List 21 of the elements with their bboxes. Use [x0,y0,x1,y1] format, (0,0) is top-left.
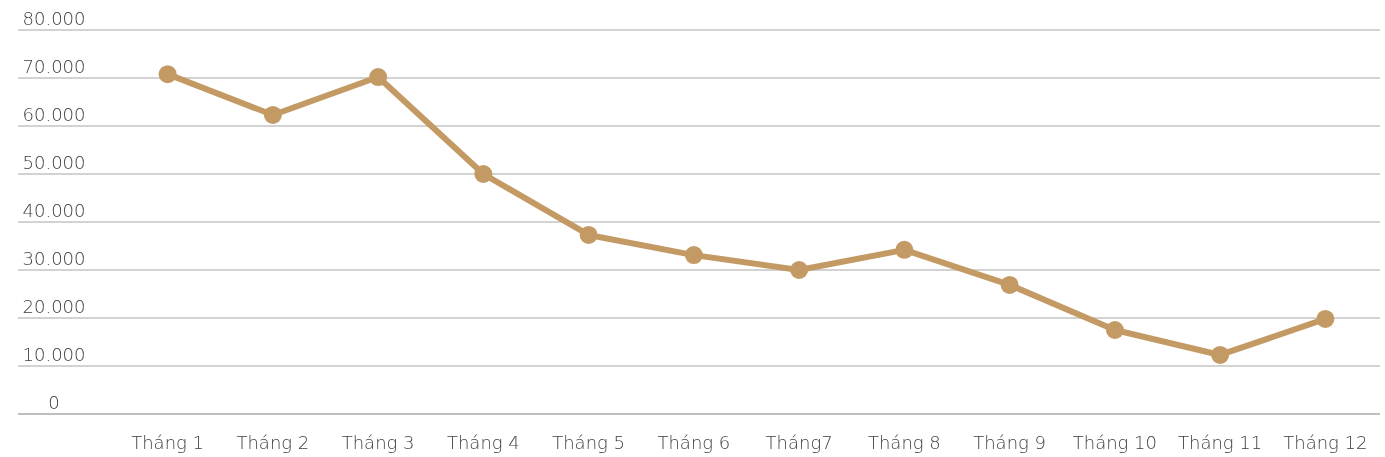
y-tick-label: 70.000 [22,56,86,77]
y-tick-label: 30.000 [22,248,86,269]
x-tick-label: Tháng 3 [341,432,415,453]
x-tick-label: Tháng7 [765,432,833,453]
y-tick-label: 20.000 [22,296,86,317]
x-tick-label: Tháng 8 [867,432,941,453]
y-tick-label: 80.000 [22,8,86,29]
x-tick-label: Tháng 4 [446,432,520,453]
x-tick-label: Tháng 5 [552,432,626,453]
x-tick-label: Tháng 10 [1072,432,1158,453]
y-tick-label: 10.000 [22,344,86,365]
y-tick-label: 60.000 [22,104,86,125]
x-tick-label: Tháng 11 [1177,432,1263,453]
x-tick-label: Tháng 2 [236,432,310,453]
x-tick-label: Tháng 12 [1283,432,1368,453]
x-tick-label: Tháng 1 [131,432,205,453]
x-tick-label: Tháng 9 [973,432,1047,453]
y-tick-label: 40.000 [22,200,86,221]
x-tick-label: Tháng 6 [657,432,731,453]
y-tick-label: 50.000 [22,152,86,173]
y-tick-label: 0 [48,392,60,413]
